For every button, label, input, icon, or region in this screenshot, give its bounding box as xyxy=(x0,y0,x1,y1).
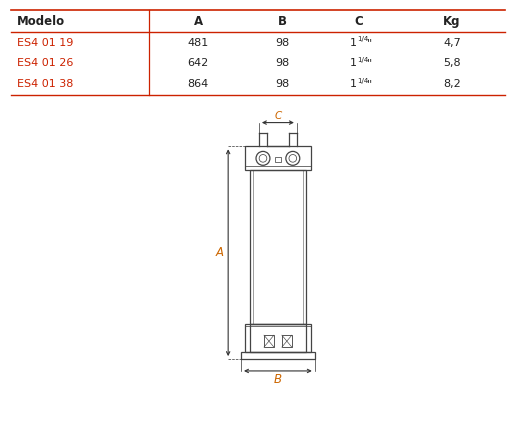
Text: Modelo: Modelo xyxy=(18,15,66,28)
Text: B: B xyxy=(274,373,282,387)
Text: B: B xyxy=(278,15,287,28)
Text: 481: 481 xyxy=(188,38,209,48)
Text: 1: 1 xyxy=(349,59,357,68)
Text: ": " xyxy=(366,59,372,68)
Text: 98: 98 xyxy=(276,38,290,48)
Text: C: C xyxy=(275,111,282,121)
Text: 4,7: 4,7 xyxy=(443,38,461,48)
Text: ES4 01 38: ES4 01 38 xyxy=(18,79,74,89)
Text: A: A xyxy=(215,246,223,259)
Bar xyxy=(245,146,311,170)
Bar xyxy=(250,170,306,324)
Text: 98: 98 xyxy=(276,79,290,89)
Bar xyxy=(264,335,274,347)
Text: 8,2: 8,2 xyxy=(443,79,461,89)
Text: 98: 98 xyxy=(276,59,290,68)
Text: 864: 864 xyxy=(188,79,209,89)
Bar xyxy=(282,335,292,347)
Text: ": " xyxy=(366,79,372,89)
Text: 1/4: 1/4 xyxy=(358,36,369,42)
Text: 1/4: 1/4 xyxy=(358,78,369,84)
Bar xyxy=(250,324,306,352)
Text: ES4 01 26: ES4 01 26 xyxy=(18,59,74,68)
Text: ES4 01 19: ES4 01 19 xyxy=(18,38,74,48)
Text: 1: 1 xyxy=(349,79,357,89)
Bar xyxy=(241,352,315,359)
Text: 642: 642 xyxy=(188,59,209,68)
Text: C: C xyxy=(354,15,363,28)
Text: 5,8: 5,8 xyxy=(443,59,461,68)
Bar xyxy=(245,324,311,352)
Text: ": " xyxy=(366,38,372,48)
Text: Kg: Kg xyxy=(443,15,461,28)
Text: 1/4: 1/4 xyxy=(358,57,369,63)
Text: A: A xyxy=(194,15,203,28)
Bar xyxy=(275,157,281,162)
Text: 1: 1 xyxy=(349,38,357,48)
